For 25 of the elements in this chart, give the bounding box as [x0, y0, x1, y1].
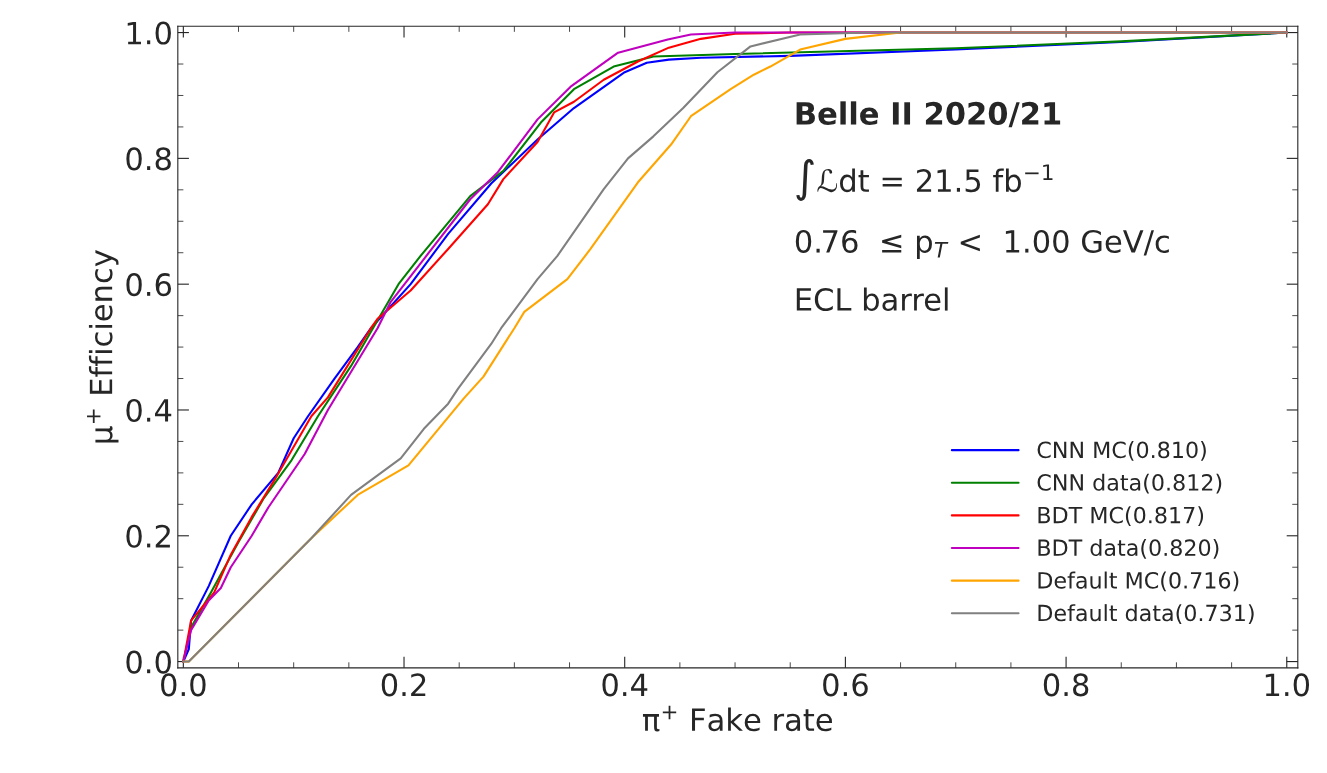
legend-label: CNN data(0.812) [1037, 473, 1222, 494]
line-series [182, 31, 1288, 663]
annotation: ∫ℒdt = 21.5 fb$^{−1}$ [796, 159, 1053, 201]
y-tick-label: 0.0 [126, 650, 171, 674]
y-axis-title: μ$^{+}$ Efficiency [87, 250, 119, 443]
y-tick-label: 0.8 [126, 147, 171, 171]
x-axis-title: π$^{+}$ Fake rate [642, 705, 832, 732]
y-tick-label: 0.2 [126, 524, 170, 548]
y-tick-label: 0.6 [126, 273, 172, 297]
y-tick-label: 0.4 [126, 398, 172, 423]
x-tick-label: 0.4 [602, 673, 648, 697]
annotation: ECL barrel [796, 287, 948, 312]
x-tick-label: 0.2 [381, 673, 426, 697]
legend-label: BDT data(0.820) [1038, 538, 1219, 559]
annotation: 0.76 ≤ p$_{T}$ < 1.00 GeV/c [795, 229, 1169, 259]
legend-label: BDT MC(0.817) [1038, 506, 1204, 527]
x-tick-label: 0.0 [161, 673, 206, 697]
y-tick-label: 1.0 [127, 21, 171, 45]
legend-label: Default data(0.731) [1038, 604, 1254, 624]
x-tick-label: 1.0 [1265, 673, 1310, 697]
legend-label: CNN MC(0.810) [1037, 441, 1206, 461]
x-tick-label: 0.6 [823, 673, 868, 697]
annotation: Belle II 2020/21 [796, 101, 1061, 128]
x-tick-label: 0.8 [1043, 673, 1089, 697]
legend-label: Default MC(0.716) [1038, 571, 1239, 592]
